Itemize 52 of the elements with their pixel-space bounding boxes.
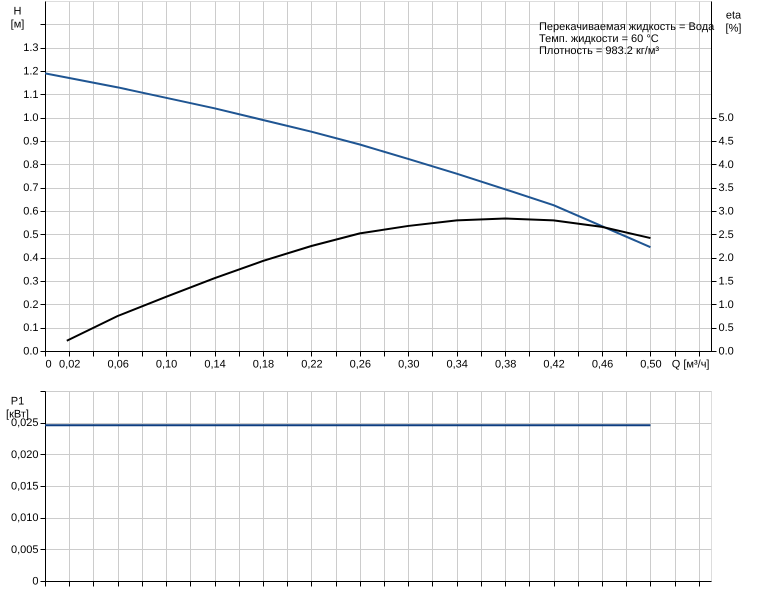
y-tick-label: 0.8 — [23, 158, 38, 171]
y-tick-label: 0.3 — [23, 276, 38, 288]
y-tick-label: 0.6 — [23, 206, 38, 218]
x-tick-label: 0,46 — [592, 358, 614, 370]
y2-tick-label: 2.0 — [718, 252, 734, 264]
x-tick-label: 0,42 — [543, 358, 565, 370]
annotation: Плотность = 983.2 кг/м³ — [539, 45, 660, 57]
y2-tick-label: 4.0 — [718, 158, 734, 171]
y-tick-label: 0.1 — [23, 322, 38, 334]
y2-tick-label: 5.0 — [718, 112, 734, 124]
y2-axis-title: eta [%] — [726, 10, 742, 34]
y-tick-label: 1.3 — [23, 42, 38, 54]
x-tick-label: 0 — [46, 358, 52, 370]
x-tick-label: 0,50 — [640, 358, 662, 370]
y2-tick-label: 0.5 — [718, 322, 734, 334]
x-axis-title: Q [м³/ч] — [672, 358, 710, 370]
y-axis-title: H [м] — [10, 6, 24, 30]
x-tick-label: 0,10 — [156, 358, 178, 370]
annotation: Темп. жидкости = 60 °C — [539, 33, 659, 45]
y-tick-label: 0.9 — [23, 136, 38, 148]
x-tick-label: 0,38 — [494, 358, 516, 370]
x-tick-label: 0,02 — [59, 358, 80, 370]
y-tick-label: 1.1 — [23, 88, 38, 101]
y-tick-label: 0,015 — [10, 480, 38, 492]
x-tick-label: 0,22 — [301, 358, 323, 370]
y-tick-label: 0.7 — [23, 182, 38, 194]
y2-tick-label: 4.5 — [718, 136, 734, 148]
y2-tick-label: 1.5 — [718, 276, 734, 288]
y2-tick-label: 1.0 — [718, 298, 734, 311]
y-tick-label: 0.2 — [23, 298, 38, 311]
x-tick-label: 0,34 — [446, 358, 468, 370]
line-series — [45, 72, 652, 248]
y2-tick-label: 2.5 — [718, 228, 734, 241]
y-tick-label: 1.2 — [23, 66, 38, 78]
y-tick-label: 0 — [32, 576, 38, 588]
x-tick-label: 0,26 — [350, 358, 372, 370]
y-tick-label: 0.0 — [23, 346, 38, 358]
x-tick-label: 0,18 — [252, 358, 274, 370]
y-tick-label: 0,010 — [10, 512, 38, 524]
y-tick-label: 1.0 — [23, 112, 38, 124]
y-tick-label: 0.5 — [23, 228, 38, 241]
y-tick-label: 0,025 — [10, 417, 38, 430]
x-tick-label: 0,14 — [204, 358, 226, 370]
y-tick-label: 0,005 — [10, 544, 38, 556]
y-tick-label: 0.4 — [23, 252, 38, 264]
y2-tick-label: 3.0 — [718, 206, 734, 218]
y2-tick-label: 0.0 — [718, 346, 734, 358]
y-tick-label: 0,020 — [10, 448, 38, 461]
line-series — [66, 217, 652, 342]
x-tick-label: 0,06 — [107, 358, 129, 370]
y2-tick-label: 3.5 — [718, 182, 734, 194]
x-tick-label: 0,30 — [398, 358, 420, 370]
